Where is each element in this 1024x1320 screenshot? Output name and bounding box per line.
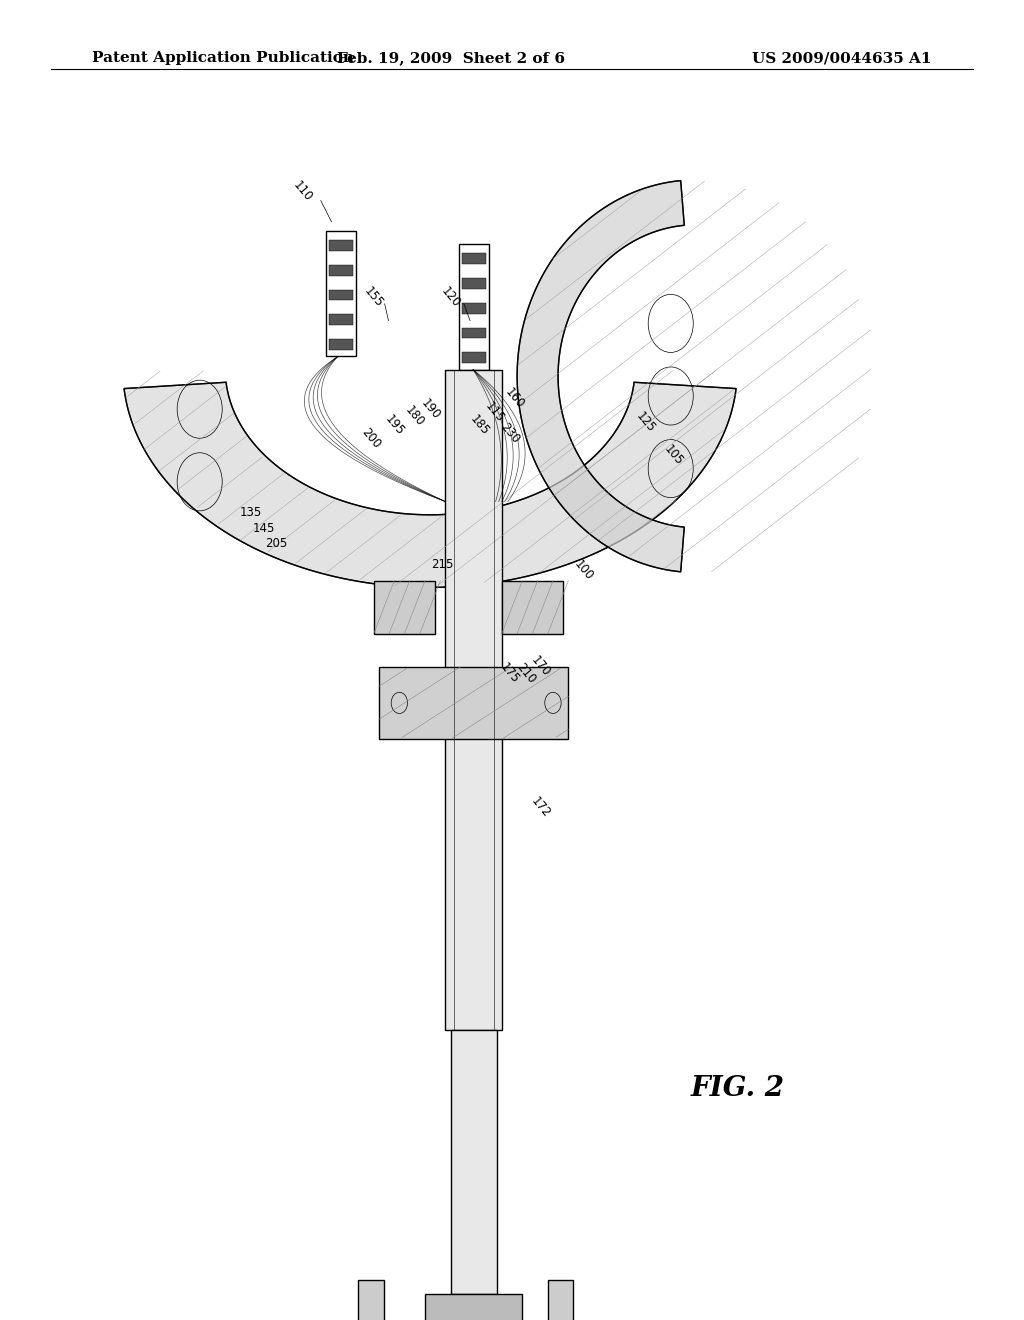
Text: 200: 200 <box>358 425 383 451</box>
Text: 100: 100 <box>571 557 596 583</box>
Bar <box>462 279 486 289</box>
Text: Feb. 19, 2009  Sheet 2 of 6: Feb. 19, 2009 Sheet 2 of 6 <box>337 51 564 65</box>
Text: 175: 175 <box>498 660 522 686</box>
Bar <box>379 667 568 739</box>
Text: FIG. 2: FIG. 2 <box>690 1076 784 1102</box>
Text: 210: 210 <box>514 660 539 686</box>
Text: 105: 105 <box>662 442 686 469</box>
Text: 172: 172 <box>528 795 553 821</box>
Text: 230: 230 <box>498 420 522 446</box>
Text: 185: 185 <box>467 412 492 438</box>
Text: 135: 135 <box>240 506 262 519</box>
Bar <box>462 304 486 314</box>
Bar <box>548 1280 573 1320</box>
Bar <box>459 244 489 370</box>
Text: 115: 115 <box>482 399 507 425</box>
Text: 110: 110 <box>290 178 314 205</box>
Text: 170: 170 <box>528 653 553 680</box>
Bar <box>462 253 486 264</box>
Text: 145: 145 <box>253 521 275 535</box>
Bar <box>329 290 353 301</box>
Text: 190: 190 <box>418 396 442 422</box>
Bar <box>326 231 356 356</box>
Text: Patent Application Publication: Patent Application Publication <box>92 51 354 65</box>
Bar <box>425 1294 522 1320</box>
Bar <box>374 581 435 634</box>
Text: 160: 160 <box>502 385 526 412</box>
Bar <box>358 1280 384 1320</box>
Bar <box>329 339 353 350</box>
Text: 195: 195 <box>382 412 407 438</box>
Text: 180: 180 <box>402 403 427 429</box>
Text: 120: 120 <box>438 284 463 310</box>
Bar <box>445 370 502 1030</box>
Bar <box>329 265 353 276</box>
Bar <box>329 240 353 251</box>
Text: US 2009/0044635 A1: US 2009/0044635 A1 <box>753 51 932 65</box>
Bar <box>502 581 563 634</box>
Bar <box>329 314 353 325</box>
Text: 205: 205 <box>265 537 288 550</box>
Text: 155: 155 <box>361 284 386 310</box>
Bar <box>462 327 486 338</box>
Bar <box>462 352 486 363</box>
Polygon shape <box>517 181 684 572</box>
Text: 215: 215 <box>431 558 454 572</box>
Bar <box>451 1030 497 1294</box>
Polygon shape <box>124 383 736 587</box>
Text: 125: 125 <box>633 409 657 436</box>
